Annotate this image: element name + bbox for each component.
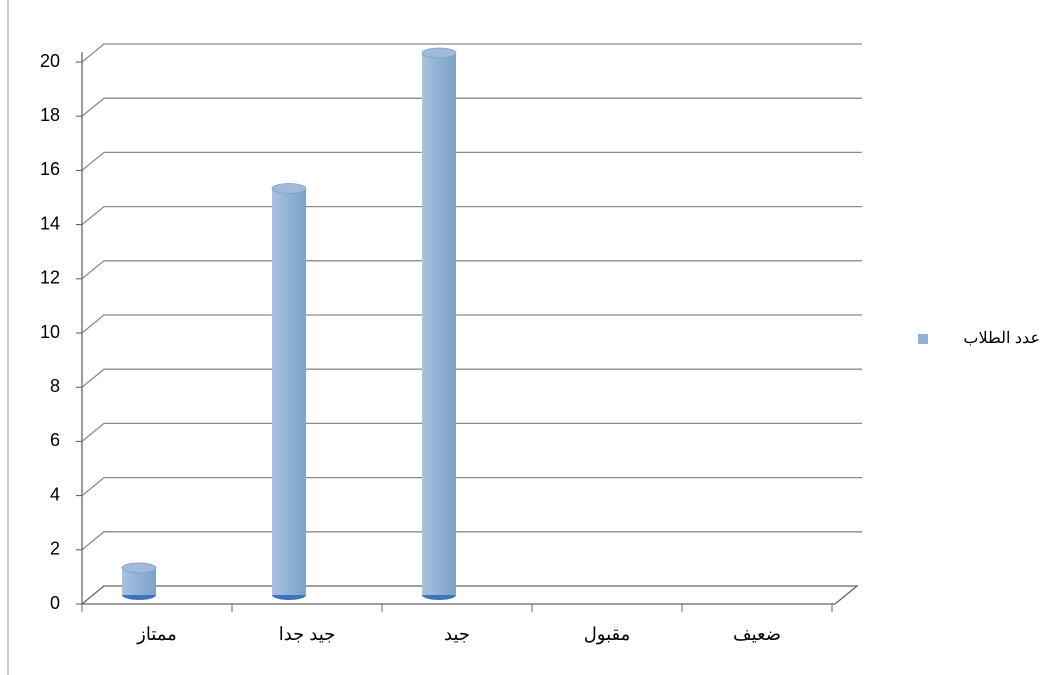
grid-line: [81, 314, 862, 334]
y-tick-label: 4: [50, 484, 60, 504]
grid-line: [81, 368, 862, 388]
x-tick-label: ضعيف: [733, 624, 781, 644]
bar-top: [271, 183, 307, 194]
x-tick-label: ممتاز: [136, 624, 177, 645]
y-tick-label: 0: [50, 593, 60, 613]
bar-group: [271, 183, 307, 600]
y-tick-label: 10: [40, 322, 60, 342]
x-tick-label: جيد: [444, 624, 470, 644]
grid-line: [81, 260, 862, 280]
bar: [422, 53, 456, 595]
grid-line: [81, 151, 862, 171]
y-tick-label: 8: [50, 376, 60, 396]
legend-label: عدد الطلاب: [963, 330, 1040, 347]
bar-group: [121, 562, 157, 600]
y-tick-label: 12: [40, 268, 60, 288]
bar-top: [421, 47, 457, 59]
legend-swatch: [918, 334, 928, 344]
grid-line: [81, 43, 862, 63]
y-tick-label: 2: [50, 539, 60, 559]
y-tick-label: 20: [40, 51, 60, 71]
bar-group: [421, 47, 457, 600]
grid-line: [81, 476, 862, 497]
y-tick-label: 16: [40, 159, 60, 179]
bar-top: [121, 562, 157, 574]
grid-line: [81, 422, 862, 442]
grid-line: [81, 205, 862, 226]
grid-line: [81, 531, 862, 551]
y-tick-label: 6: [50, 430, 60, 450]
x-tick-label: جيد جدا: [279, 624, 336, 644]
grid-line: [81, 97, 862, 117]
y-tick-label: 18: [40, 105, 60, 125]
floor: [81, 585, 859, 605]
x-tick-label: مقبول: [584, 624, 631, 645]
y-tick-label: 14: [40, 213, 60, 233]
bar: [272, 188, 306, 595]
